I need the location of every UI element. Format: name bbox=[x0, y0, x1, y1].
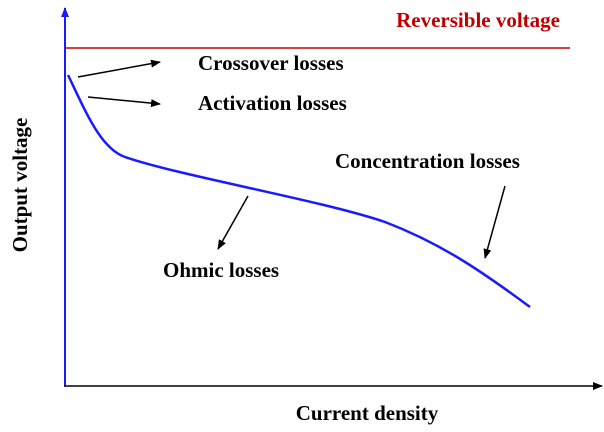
y-axis-label: Output voltage bbox=[8, 118, 32, 253]
polarization-curve bbox=[66, 74, 531, 309]
label: Crossover losses bbox=[198, 51, 344, 75]
label: Ohmic losses bbox=[163, 258, 279, 282]
arrow bbox=[483, 185, 506, 259]
arrow bbox=[87, 96, 161, 108]
arrow bbox=[217, 195, 249, 250]
x-axis-label: Current density bbox=[296, 401, 439, 425]
label: Activation losses bbox=[198, 91, 347, 115]
arrow bbox=[77, 59, 161, 78]
label: Concentration losses bbox=[335, 149, 520, 173]
title: Reversible voltage bbox=[396, 8, 560, 32]
